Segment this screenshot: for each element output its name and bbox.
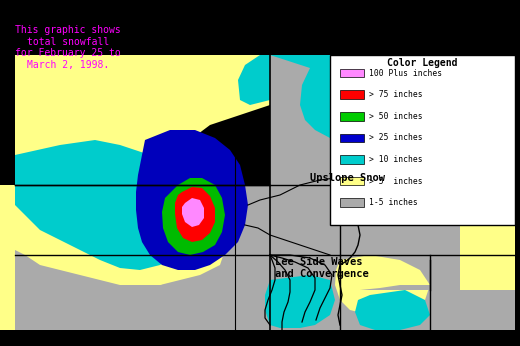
Bar <box>330 55 515 225</box>
Polygon shape <box>15 10 515 330</box>
Polygon shape <box>175 187 215 242</box>
Text: > 25 inches: > 25 inches <box>369 133 423 142</box>
Polygon shape <box>455 90 515 200</box>
Text: This graphic shows
total snowfall
for February 25 to
March 2, 1998.: This graphic shows total snowfall for Fe… <box>15 25 121 70</box>
Bar <box>341 90 364 99</box>
Polygon shape <box>460 200 515 330</box>
Polygon shape <box>15 55 270 185</box>
Polygon shape <box>270 10 515 55</box>
Polygon shape <box>265 275 335 328</box>
Polygon shape <box>136 130 248 270</box>
Bar <box>341 69 364 78</box>
Text: 100 Plus inches: 100 Plus inches <box>369 69 442 78</box>
Polygon shape <box>335 255 430 315</box>
Polygon shape <box>108 205 190 285</box>
Text: > 50 inches: > 50 inches <box>369 112 423 121</box>
Text: > 75 inches: > 75 inches <box>369 90 423 99</box>
Polygon shape <box>162 178 225 255</box>
Polygon shape <box>340 55 470 130</box>
Polygon shape <box>355 290 430 330</box>
Text: Lee Side Waves
and Convergence: Lee Side Waves and Convergence <box>275 257 369 279</box>
Polygon shape <box>0 10 15 330</box>
Bar <box>341 198 364 207</box>
Polygon shape <box>340 285 515 330</box>
Polygon shape <box>270 55 390 140</box>
Bar <box>341 112 364 121</box>
Polygon shape <box>182 198 204 227</box>
Polygon shape <box>238 55 270 105</box>
Bar <box>341 134 364 142</box>
Text: Color Legend: Color Legend <box>387 58 458 69</box>
Bar <box>341 155 364 164</box>
Text: > 5  inches: > 5 inches <box>369 176 423 185</box>
Text: Upslope Snow: Upslope Snow <box>310 173 385 183</box>
Polygon shape <box>15 140 190 270</box>
Bar <box>341 177 364 185</box>
Polygon shape <box>15 165 225 285</box>
Text: 1-5 inches: 1-5 inches <box>369 198 418 207</box>
Text: > 10 inches: > 10 inches <box>369 155 423 164</box>
Polygon shape <box>0 10 270 185</box>
